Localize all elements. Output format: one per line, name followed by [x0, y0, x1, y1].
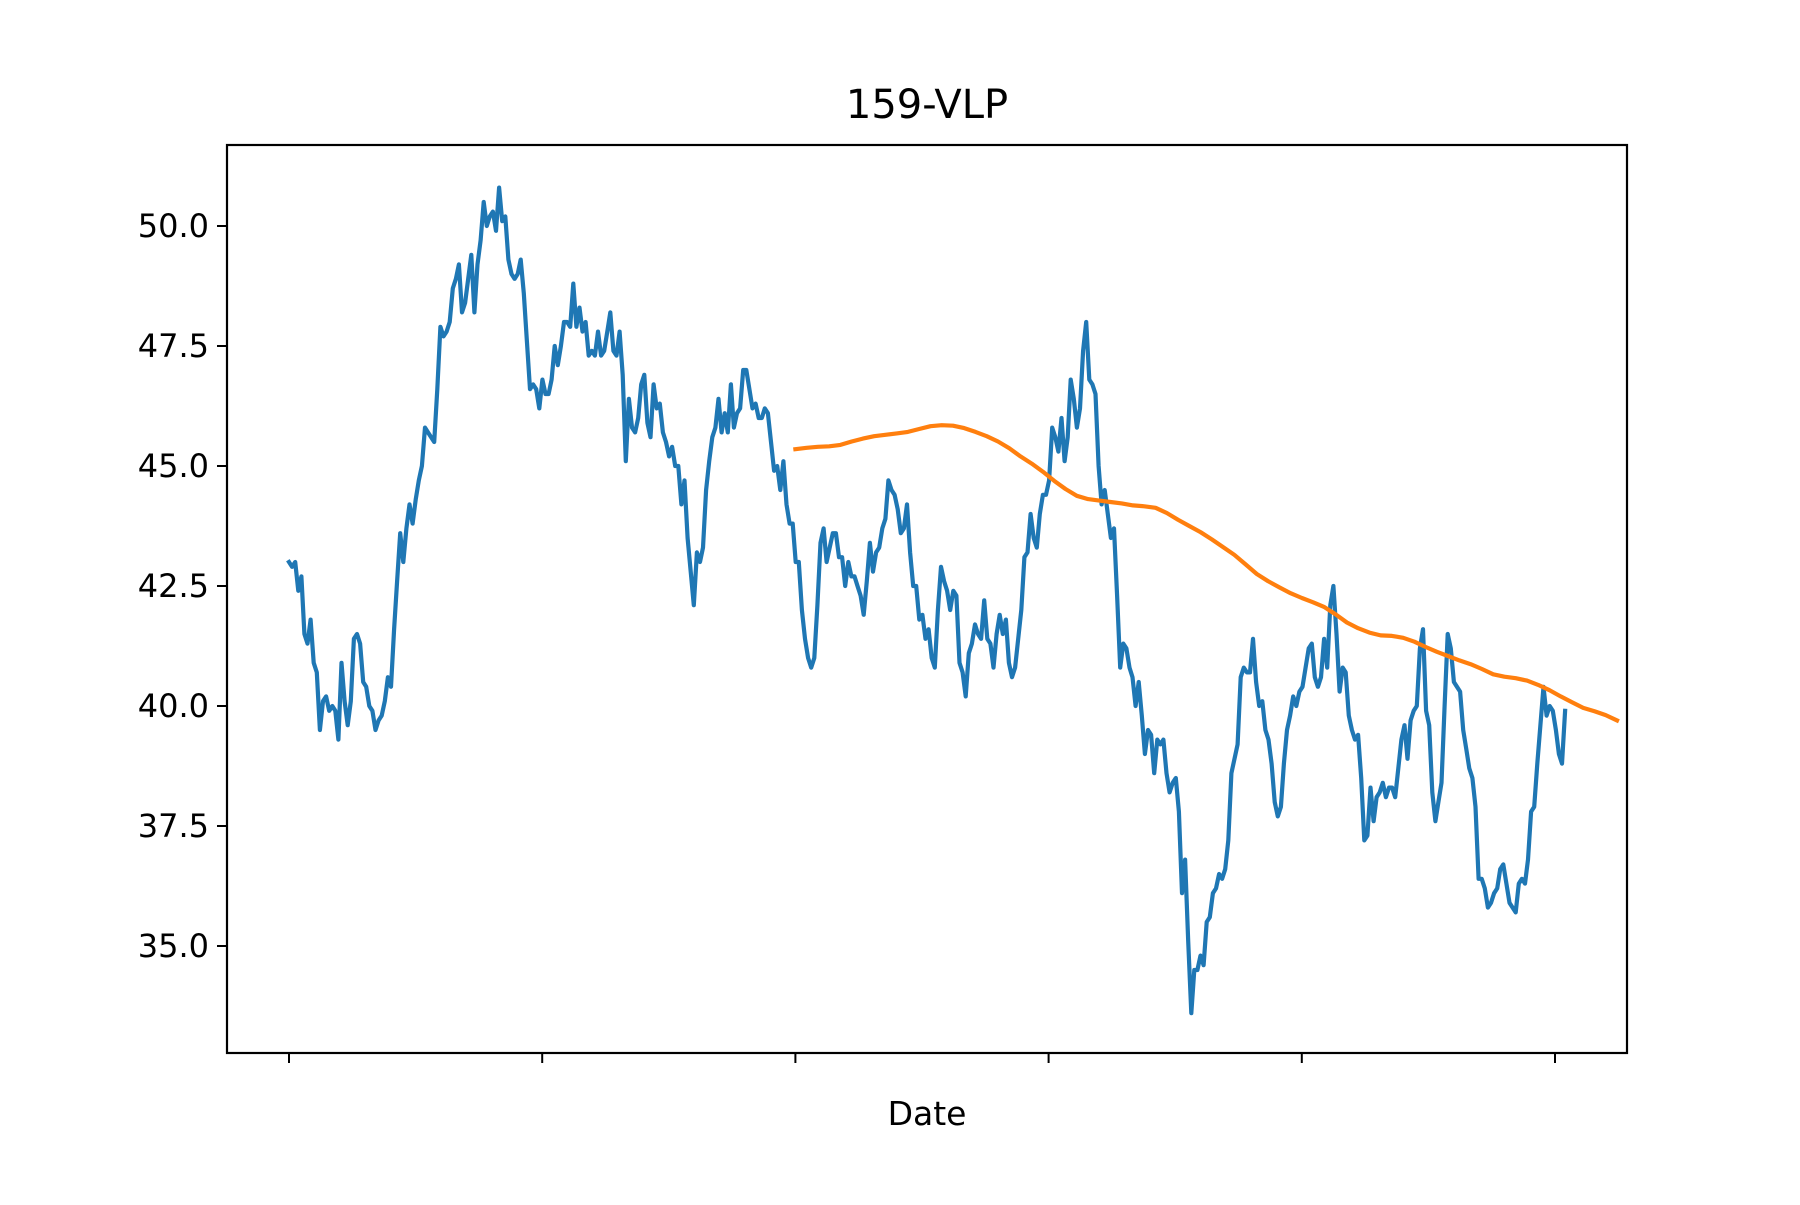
- y-tick-label: 50.0: [138, 207, 209, 245]
- series-line-1: [286, 185, 1568, 1016]
- y-tick-label: 47.5: [138, 327, 209, 365]
- axes: 35.0 37.5 40.0 42.5 45.0 47.5 50.0: [138, 143, 1629, 1063]
- y-tick-label: 35.0: [138, 927, 209, 965]
- x-axis-label: Date: [888, 1094, 967, 1133]
- y-tick-label: 45.0: [138, 447, 209, 485]
- y-tick-label: 42.5: [138, 567, 209, 605]
- y-tick-label: 40.0: [138, 687, 209, 725]
- plot-frame: [225, 143, 1629, 1055]
- series-line-2: [793, 423, 1620, 724]
- plot-area: [286, 185, 1620, 1016]
- y-tick-label: 37.5: [138, 807, 209, 845]
- chart-title: 159-VLP: [846, 82, 1008, 128]
